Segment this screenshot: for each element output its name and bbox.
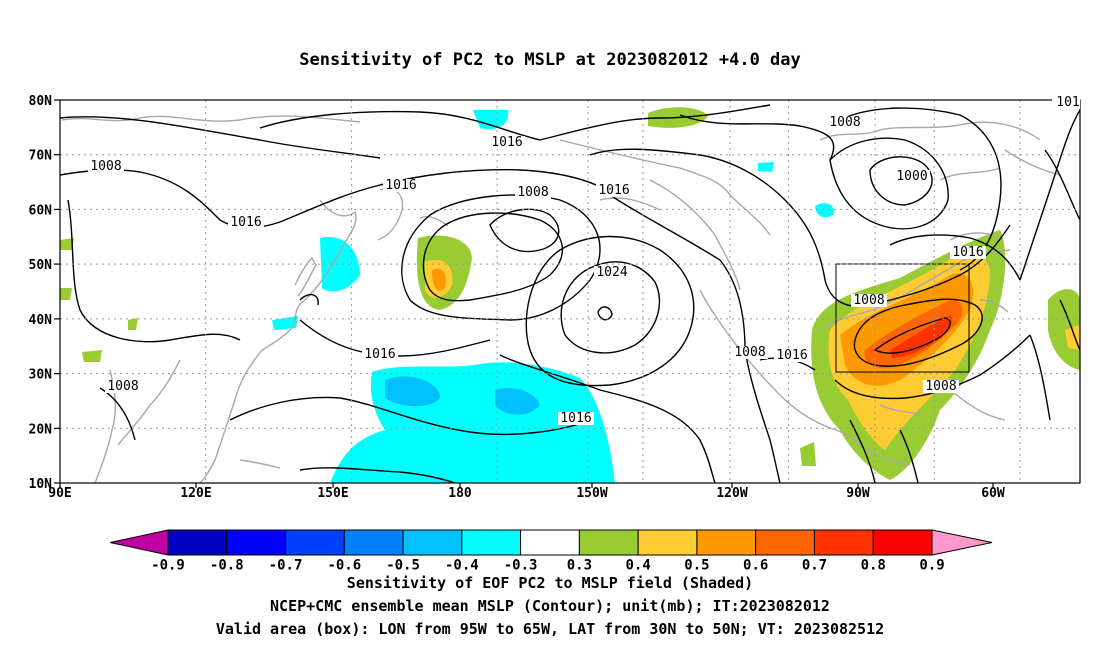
colorbar-labels: -0.9 -0.8 -0.7 -0.6 -0.5 -0.4 -0.3 0.3 0.4 0.5 0.6… [151, 558, 945, 574]
contour-label: 1016 [230, 215, 261, 230]
colorbar-arrow-max [931, 529, 993, 556]
caption-shading: Sensitivity of EOF PC2 to MSLP field (Sh… [346, 574, 754, 592]
colorbar-swatch [578, 529, 639, 556]
colorbar-swatch [285, 529, 345, 556]
lat-tick-label: 20N [29, 422, 53, 437]
valid-area-box [835, 263, 970, 373]
colorbar-swatch [520, 529, 580, 556]
colorbar-label: -0.3 [504, 558, 538, 574]
colorbar-label: -0.8 [210, 558, 244, 574]
contour-label: 1016 [598, 183, 629, 198]
contour-label: 1008 [90, 159, 121, 174]
caption-contour: NCEP+CMC ensemble mean MSLP (Contour); u… [270, 597, 830, 615]
lon-tick-label: 90E [48, 486, 71, 501]
colorbar-label: 0.4 [626, 558, 651, 574]
lon-tick-label: 150E [317, 486, 348, 501]
contour-label: 1008 [925, 379, 956, 394]
lat-tick-label: 60N [29, 203, 53, 218]
contour-label: 1008 [107, 379, 138, 394]
colorbar-label: 0.5 [684, 558, 709, 574]
colorbar-swatch [872, 529, 933, 556]
lat-tick-label: 10N [29, 477, 53, 492]
lon-tick-label: 120E [180, 486, 211, 501]
lon-tick-label: 90W [846, 486, 870, 501]
colorbar-label: -0.4 [445, 558, 479, 574]
lat-tick-label: 30N [29, 368, 53, 383]
contour-labels: 1008 1016 1016 1016 1008 1016 1024 1008 1000 1016… [88, 95, 1080, 426]
contour-label: 101 [1056, 95, 1079, 110]
colorbar-label: 0.3 [567, 558, 592, 574]
lat-tick-label: 70N [29, 149, 53, 164]
contour-label: 1008 [517, 185, 548, 200]
colorbar-label: 0.9 [919, 558, 944, 574]
lat-tick-label: 40N [29, 313, 53, 328]
lon-tick-label: 150W [576, 486, 607, 501]
contour-label: 1008 [829, 115, 860, 130]
colorbar-swatch [696, 529, 757, 556]
contour-label: 1016 [364, 347, 395, 362]
contour-label: 1000 [896, 169, 927, 184]
lon-axis: 90E 120E 150E 180 150W 120W 90W 60W [48, 486, 1005, 501]
contour-label: 1016 [952, 245, 983, 260]
colorbar-label: -0.6 [327, 558, 361, 574]
shading-positive [60, 107, 1080, 480]
contour-label: 1016 [385, 178, 416, 193]
colorbar-label: 0.7 [802, 558, 827, 574]
colorbar [109, 529, 993, 556]
contour-label: 1008 [853, 293, 884, 308]
lon-tick-label: 120W [716, 486, 747, 501]
colorbar-swatch [167, 529, 228, 556]
lon-tick-label: 60W [981, 486, 1005, 501]
colorbar-swatch [343, 529, 404, 556]
lat-tick-label: 50N [29, 258, 53, 273]
lon-tick-label: 180 [448, 486, 472, 501]
colorbar-swatch [461, 529, 522, 556]
colorbar-label: 0.8 [861, 558, 886, 574]
colorbar-label: -0.7 [269, 558, 303, 574]
lat-axis: 80N 70N 60N 50N 40N 30N 20N 10N [29, 94, 53, 492]
colorbar-label: -0.5 [386, 558, 420, 574]
lat-tick-label: 80N [29, 94, 53, 109]
colorbar-swatch [402, 529, 463, 556]
colorbar-arrow-min [109, 529, 169, 556]
colorbar-swatch [755, 529, 815, 556]
contour-label: 1024 [596, 265, 627, 280]
caption-valid-area: Valid area (box): LON from 95W to 65W, L… [215, 620, 885, 638]
colorbar-label: -0.9 [151, 558, 185, 574]
colorbar-swatch [637, 529, 698, 556]
chart-title: Sensitivity of PC2 to MSLP at 2023082012… [299, 50, 801, 70]
contour-label: 1016 [560, 411, 591, 426]
colorbar-swatch [226, 529, 287, 556]
colorbar-label: 0.6 [743, 558, 768, 574]
shading-negative [272, 110, 835, 483]
contour-label: 1008 [734, 345, 765, 360]
contour-label: 1016 [776, 348, 807, 363]
colorbar-swatch [813, 529, 874, 556]
contour-label: 1016 [491, 135, 522, 150]
